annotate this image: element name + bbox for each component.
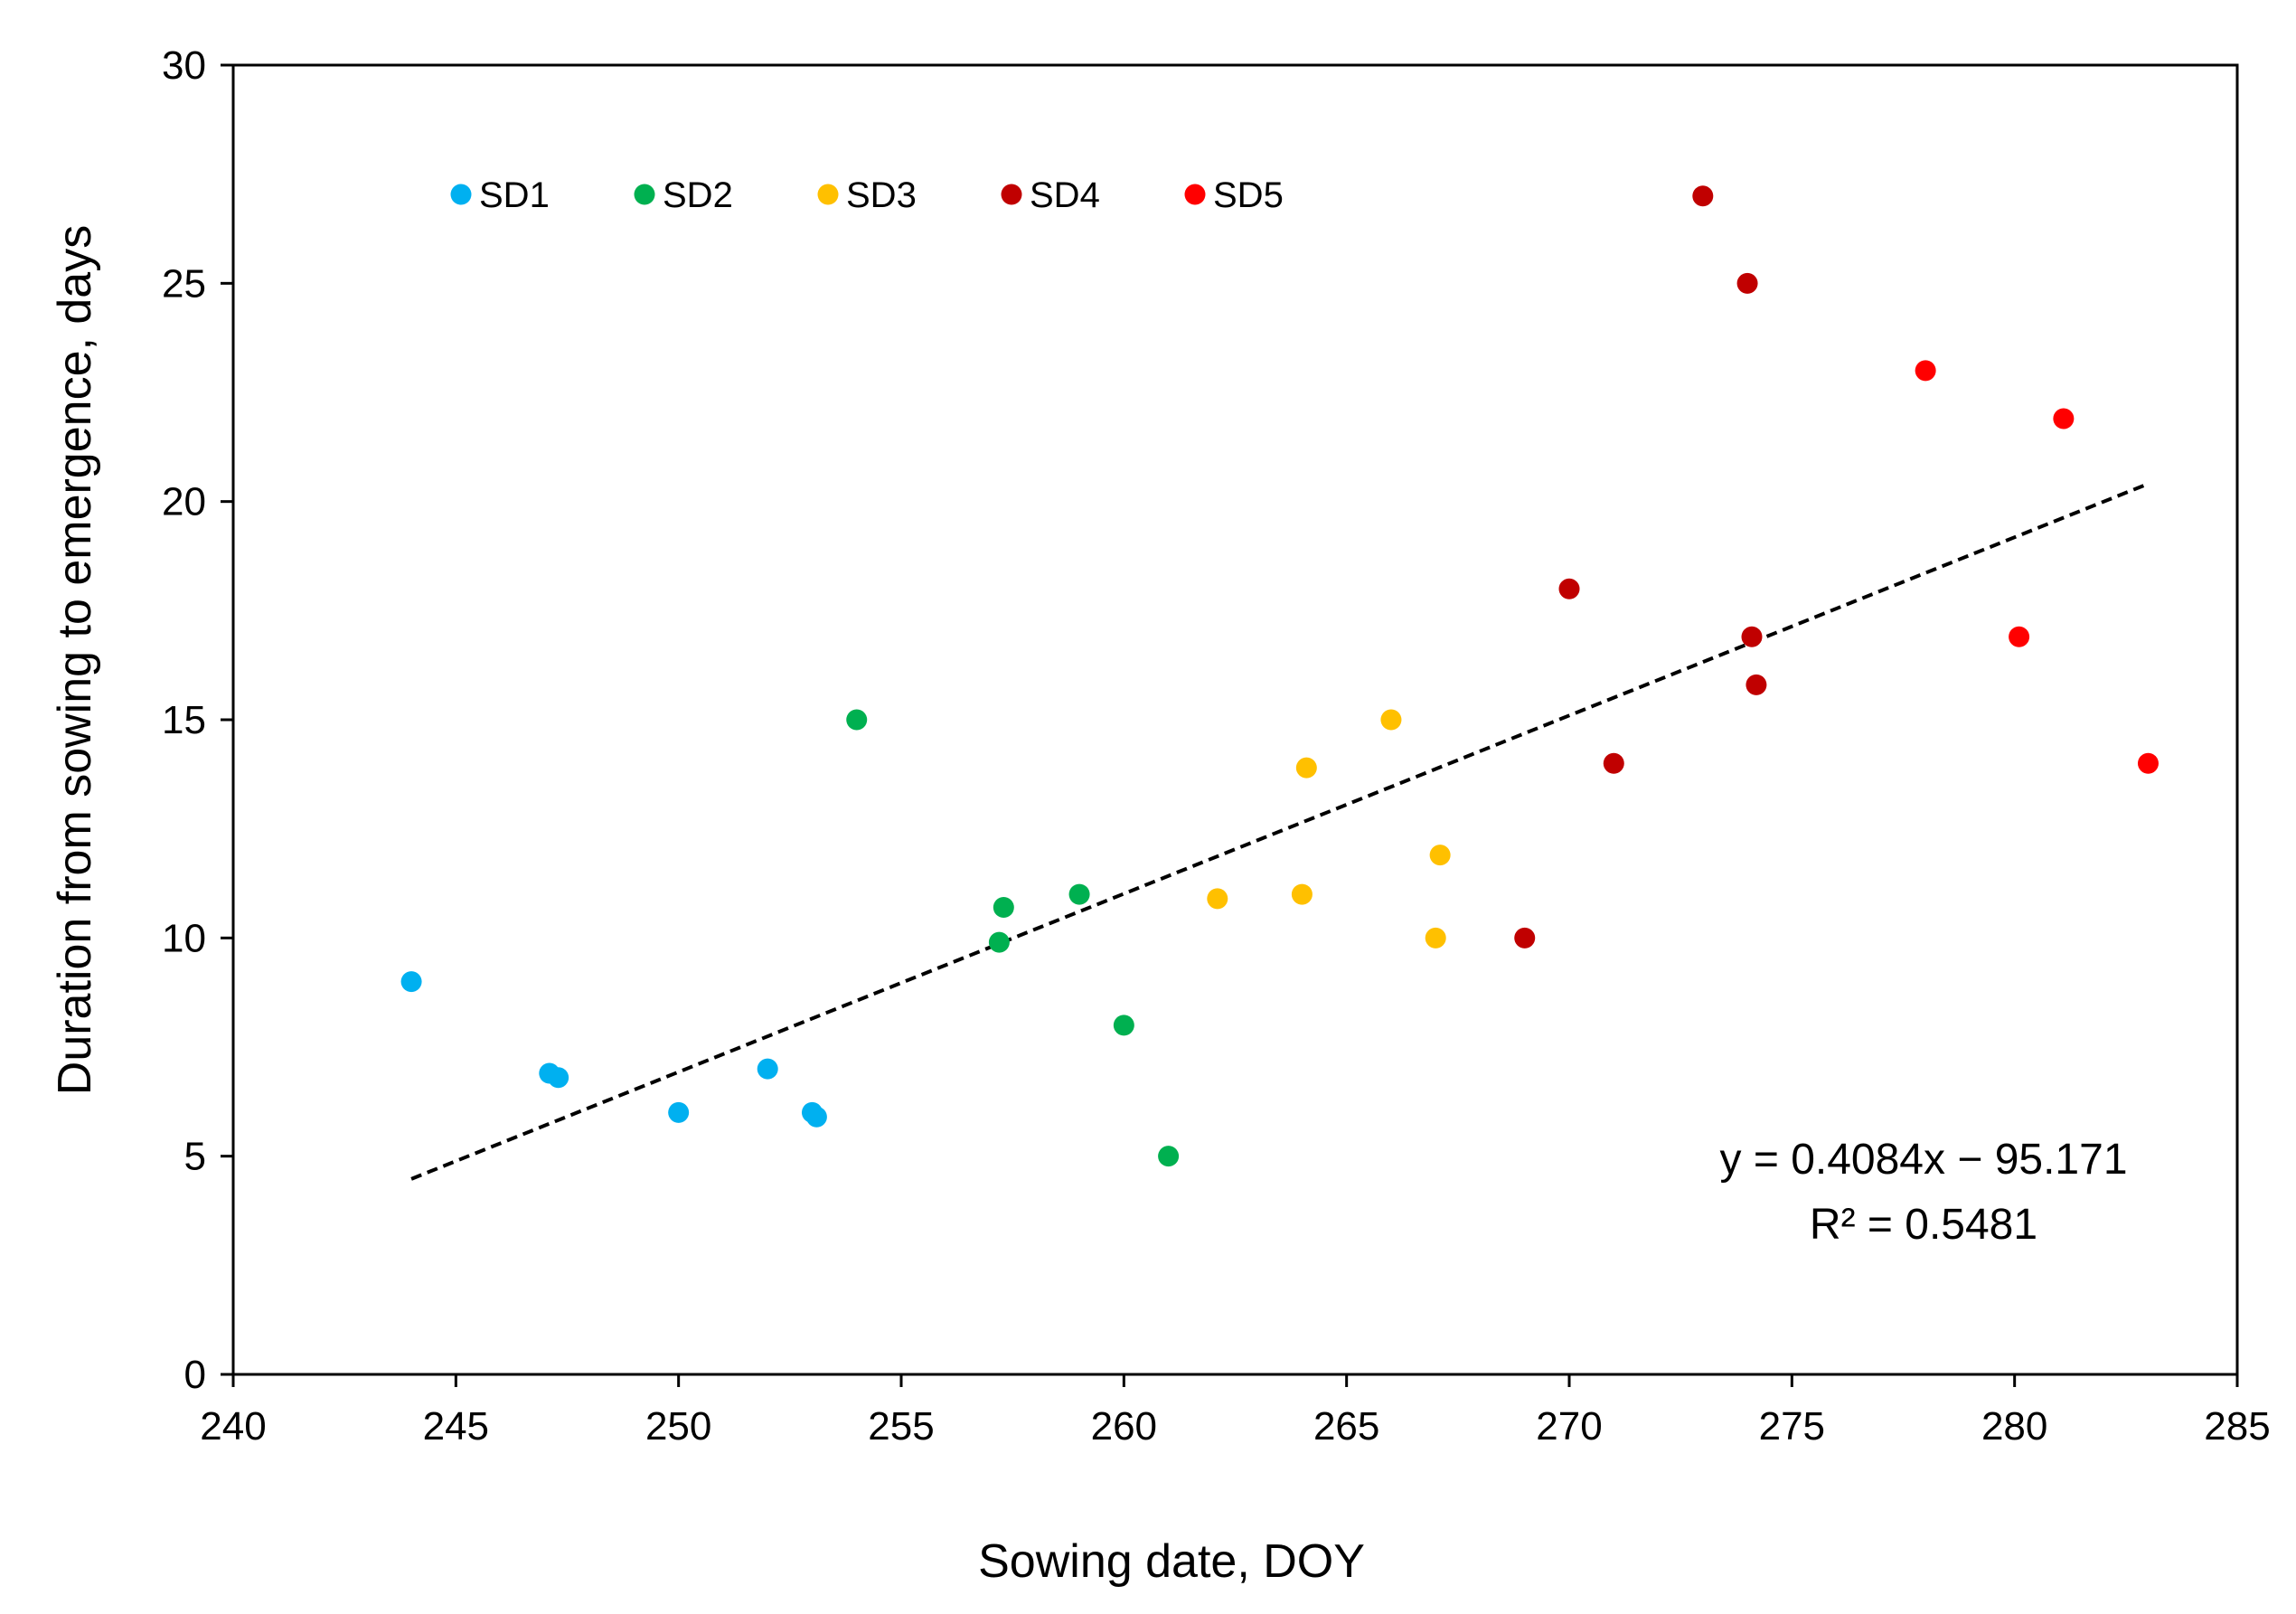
data-point [1746, 674, 1767, 695]
x-tick-label: 275 [1759, 1404, 1825, 1449]
x-tick-label: 255 [868, 1404, 934, 1449]
data-point [805, 1106, 827, 1128]
series-sd3 [1207, 709, 1451, 949]
series-sd2 [846, 709, 1180, 1167]
y-tick-label: 25 [162, 261, 206, 306]
data-point [1514, 927, 1536, 949]
y-tick-label: 15 [162, 698, 206, 742]
x-tick-label: 270 [1536, 1404, 1602, 1449]
data-point [1113, 1015, 1134, 1036]
series-sd4 [1514, 185, 1767, 949]
trendline-equation: y = 0.4084x − 95.171 [1719, 1136, 2127, 1184]
legend-marker-sd5 [1184, 184, 1206, 205]
r-squared-label: R² = 0.5481 [1810, 1201, 2037, 1249]
data-point [2137, 752, 2159, 774]
x-tick-label: 280 [1981, 1404, 2047, 1449]
x-axis-title: Sowing date, DOY [978, 1535, 1365, 1588]
data-point [1558, 578, 1580, 599]
legend-label-sd3: SD3 [846, 175, 917, 215]
data-point [993, 897, 1014, 919]
data-point [668, 1101, 690, 1123]
y-tick-label: 10 [162, 916, 206, 960]
legend: SD1 SD2 SD3 SD4 SD5 [450, 175, 1284, 215]
y-axis-title: Duration from sowing to emergence, days [49, 225, 101, 1095]
data-point [1291, 883, 1313, 905]
legend-marker-sd3 [817, 184, 839, 205]
series-sd5 [1915, 360, 2159, 774]
y-tick-label: 5 [184, 1135, 206, 1179]
y-tick-label: 0 [184, 1353, 206, 1397]
data-point [1425, 927, 1446, 949]
data-point [1158, 1146, 1180, 1167]
data-point [1429, 845, 1451, 866]
x-tick-label: 245 [423, 1404, 489, 1449]
legend-label-sd1: SD1 [479, 175, 550, 215]
x-tick-label: 250 [645, 1404, 711, 1449]
y-tick-label: 20 [162, 480, 206, 524]
legend-label-sd2: SD2 [663, 175, 733, 215]
data-point [548, 1067, 569, 1089]
data-point [1068, 883, 1090, 905]
data-point [1603, 752, 1624, 774]
data-point [1692, 185, 1714, 207]
legend-label-sd5: SD5 [1213, 175, 1284, 215]
data-point [1915, 360, 1936, 382]
legend-marker-sd2 [634, 184, 655, 205]
data-point [1736, 272, 1758, 294]
x-tick-label: 260 [1091, 1404, 1157, 1449]
data-point [1380, 709, 1402, 731]
legend-marker-sd1 [450, 184, 472, 205]
x-axis: 240 245 250 255 260 265 270 275 280 285 [200, 1374, 2271, 1449]
data-point [1207, 888, 1228, 910]
legend-marker-sd4 [1001, 184, 1022, 205]
legend-label-sd4: SD4 [1030, 175, 1100, 215]
data-point [988, 931, 1010, 953]
data-point [400, 971, 422, 993]
x-tick-label: 265 [1313, 1404, 1379, 1449]
series-sd1 [400, 971, 827, 1128]
y-axis: 0 5 10 15 20 25 30 [162, 43, 233, 1397]
data-point [846, 709, 868, 731]
data-point [1295, 757, 1317, 779]
data-point [2009, 626, 2030, 647]
x-tick-label: 240 [200, 1404, 266, 1449]
data-point [757, 1058, 778, 1080]
data-point [2053, 408, 2075, 429]
trendline [410, 482, 2150, 1181]
x-tick-label: 285 [2204, 1404, 2270, 1449]
y-tick-label: 30 [162, 43, 206, 88]
data-point [1741, 626, 1763, 647]
data-points [400, 185, 2159, 1167]
